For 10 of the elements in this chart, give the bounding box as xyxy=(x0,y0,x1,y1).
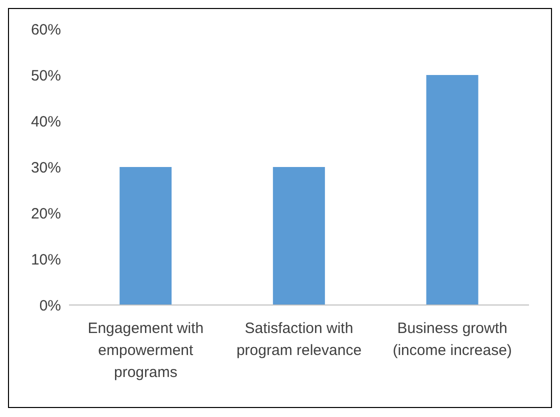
x-tick-label: Business growth (income increase) xyxy=(392,320,512,359)
y-tick-label: 60% xyxy=(30,21,61,38)
y-tick-label: 40% xyxy=(30,113,61,130)
y-tick-label: 50% xyxy=(30,67,61,84)
y-tick-label: 0% xyxy=(39,297,61,314)
x-tick-label: Satisfaction with program relevance xyxy=(236,320,362,359)
y-tick-label: 10% xyxy=(30,251,61,268)
y-tick-label: 30% xyxy=(30,159,61,176)
x-tick-label: Engagement with empowerment programs xyxy=(88,320,204,381)
y-tick-label: 20% xyxy=(30,205,61,222)
